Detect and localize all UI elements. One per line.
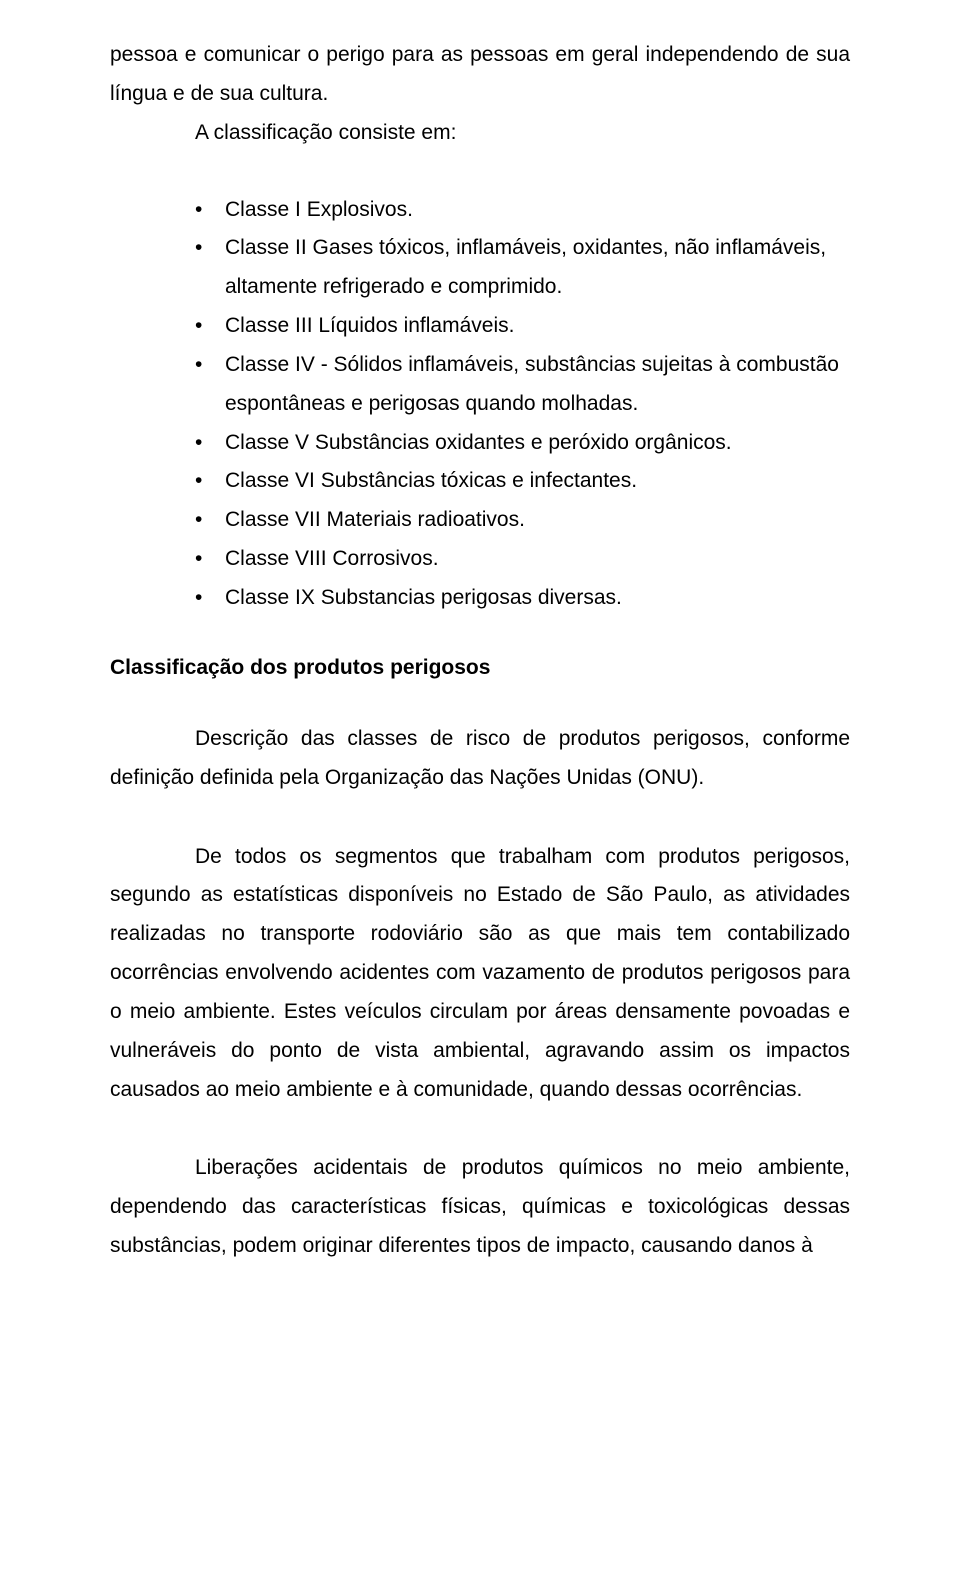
spacer [110, 153, 850, 191]
list-item: Classe I Explosivos. [195, 191, 850, 230]
list-item: Classe VIII Corrosivos. [195, 540, 850, 579]
document-page: pessoa e comunicar o perigo para as pess… [0, 0, 960, 1306]
paragraph-segments: De todos os segmentos que trabalham com … [110, 838, 850, 1110]
class-list: Classe I Explosivos. Classe II Gases tóx… [110, 191, 850, 618]
paragraph-releases: Liberações acidentais de produtos químic… [110, 1149, 850, 1266]
paragraph-intro-1: pessoa e comunicar o perigo para as pess… [110, 36, 850, 114]
spacer [110, 618, 850, 656]
list-item: Classe VI Substâncias tóxicas e infectan… [195, 462, 850, 501]
list-item: Classe IX Substancias perigosas diversas… [195, 579, 850, 618]
section-heading: Classificação dos produtos perigosos [110, 656, 850, 680]
paragraph-intro-2: A classificação consiste em: [110, 114, 850, 153]
spacer [110, 1109, 850, 1149]
paragraph-description: Descrição das classes de risco de produt… [110, 720, 850, 798]
spacer [110, 798, 850, 838]
list-item: Classe II Gases tóxicos, inflamáveis, ox… [195, 229, 850, 307]
list-item: Classe III Líquidos inflamáveis. [195, 307, 850, 346]
list-item: Classe V Substâncias oxidantes e peróxid… [195, 424, 850, 463]
list-item: Classe VII Materiais radioativos. [195, 501, 850, 540]
list-item: Classe IV - Sólidos inflamáveis, substân… [195, 346, 850, 424]
spacer [110, 680, 850, 720]
